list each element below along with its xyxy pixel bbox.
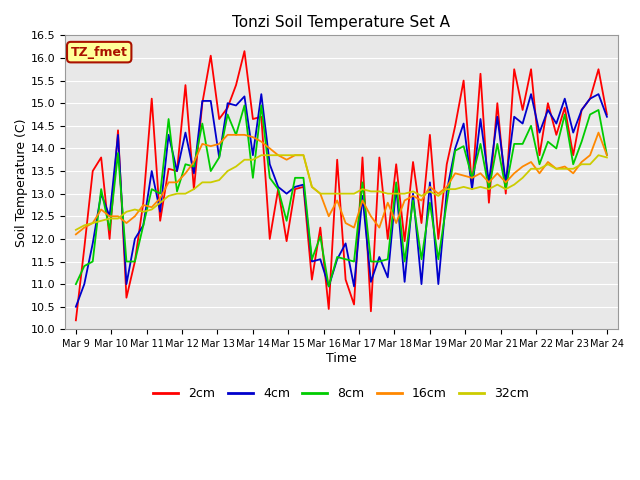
4cm (426, 180, 434, 185)
32cm (72, 227, 80, 233)
16cm (418, 198, 426, 204)
8cm (241, 103, 248, 108)
2cm (241, 48, 248, 54)
16cm (595, 130, 602, 135)
Line: 4cm: 4cm (76, 94, 607, 307)
4cm (300, 182, 307, 188)
2cm (140, 200, 147, 205)
Line: 16cm: 16cm (76, 132, 607, 234)
8cm (325, 284, 333, 289)
X-axis label: Time: Time (326, 352, 356, 365)
32cm (418, 193, 426, 199)
4cm (376, 254, 383, 260)
8cm (300, 175, 307, 180)
16cm (333, 198, 341, 204)
4cm (140, 222, 147, 228)
2cm (342, 277, 349, 283)
2cm (426, 132, 434, 138)
Line: 8cm: 8cm (76, 106, 607, 287)
4cm (418, 281, 426, 287)
Title: Tonzi Soil Temperature Set A: Tonzi Soil Temperature Set A (232, 15, 451, 30)
32cm (376, 189, 383, 194)
Legend: 2cm, 4cm, 8cm, 16cm, 32cm: 2cm, 4cm, 8cm, 16cm, 32cm (148, 383, 534, 406)
16cm (140, 202, 147, 208)
16cm (409, 193, 417, 199)
8cm (72, 281, 80, 287)
32cm (603, 155, 611, 160)
32cm (426, 189, 434, 194)
4cm (342, 240, 349, 246)
16cm (291, 152, 299, 158)
16cm (367, 214, 375, 219)
4cm (257, 91, 265, 97)
32cm (140, 209, 147, 215)
Line: 2cm: 2cm (76, 51, 607, 320)
2cm (72, 317, 80, 323)
32cm (257, 152, 265, 158)
32cm (342, 191, 349, 196)
16cm (603, 152, 611, 158)
Y-axis label: Soil Temperature (C): Soil Temperature (C) (15, 118, 28, 247)
2cm (376, 155, 383, 160)
8cm (435, 256, 442, 262)
8cm (140, 222, 147, 228)
8cm (384, 256, 392, 262)
8cm (603, 152, 611, 158)
8cm (350, 259, 358, 264)
4cm (603, 114, 611, 120)
Text: TZ_fmet: TZ_fmet (71, 46, 127, 59)
16cm (72, 231, 80, 237)
2cm (300, 184, 307, 190)
2cm (418, 220, 426, 226)
8cm (426, 200, 434, 205)
32cm (300, 152, 307, 158)
2cm (603, 112, 611, 118)
4cm (72, 304, 80, 310)
Line: 32cm: 32cm (76, 155, 607, 230)
